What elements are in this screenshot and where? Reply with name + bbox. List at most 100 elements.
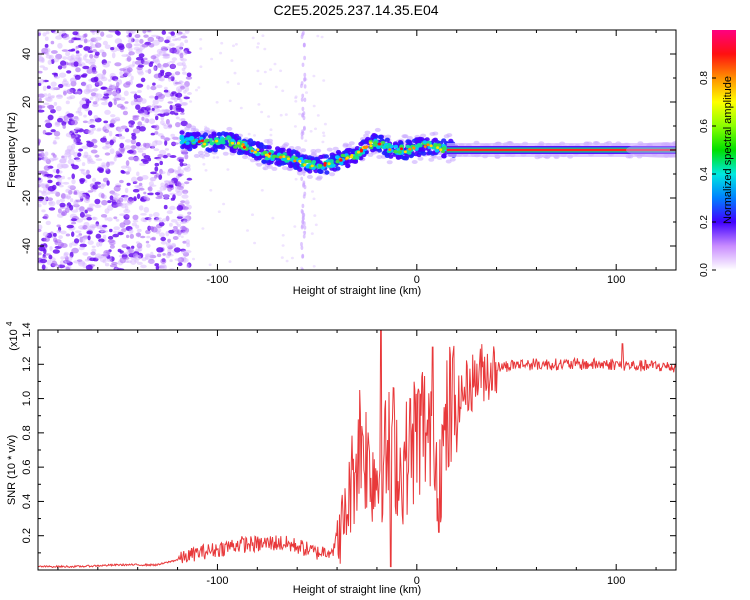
- ridge-peak: [388, 148, 392, 152]
- noise-blob: [60, 211, 66, 216]
- noise-blob: [84, 258, 90, 262]
- noise-blob: [126, 67, 133, 73]
- ridge-halo: [226, 126, 233, 131]
- noise-blob: [42, 85, 47, 92]
- noise-blob: [186, 72, 192, 78]
- ridge-halo: [348, 141, 355, 146]
- noise-blob: [43, 102, 50, 106]
- noise-blob: [107, 217, 113, 222]
- snr-ytick-label: 1.2: [21, 357, 33, 372]
- noise-blob: [57, 176, 63, 182]
- noise-blob: [101, 224, 108, 228]
- noise-blob: [50, 86, 57, 91]
- noise-blob: [162, 154, 168, 159]
- noise-blob: [160, 258, 167, 265]
- noise-blob: [55, 264, 60, 268]
- noise-blob: [101, 76, 108, 82]
- noise-blob: [56, 94, 63, 99]
- noise-blob: [138, 126, 146, 132]
- noise-blob: [82, 252, 89, 256]
- noise-blob: [71, 48, 76, 52]
- ridge-peak: [426, 143, 430, 147]
- noise-blob: [123, 219, 131, 226]
- noise-blob: [154, 131, 159, 135]
- noise-blob: [146, 243, 151, 248]
- ridge-core: [286, 148, 292, 153]
- ridge-peak: [399, 147, 404, 151]
- ridge-peak: [436, 146, 440, 150]
- noise-blob: [61, 80, 69, 86]
- noise-speckle: [271, 216, 275, 220]
- noise-blob: [152, 39, 160, 46]
- noise-blob: [181, 231, 189, 235]
- ridge-inner: [393, 149, 398, 154]
- noise-blob: [71, 164, 79, 170]
- noise-blob: [141, 175, 149, 180]
- noise-blob: [128, 156, 136, 161]
- noise-blob: [180, 112, 185, 115]
- noise-speckle: [281, 244, 285, 247]
- noise-blob: [153, 73, 161, 79]
- noise-blob: [140, 235, 146, 239]
- noise-blob: [181, 67, 186, 72]
- noise-speckle: [322, 134, 326, 137]
- ridge-core: [324, 170, 330, 175]
- noise-blob: [109, 139, 114, 146]
- noise-blob: [108, 101, 113, 108]
- ridge-inner: [339, 161, 344, 166]
- ridge-inner: [230, 138, 235, 143]
- ridge-core: [381, 150, 387, 156]
- noise-blob: [65, 51, 71, 57]
- noise-blob: [133, 156, 140, 162]
- noise-blob: [138, 205, 144, 211]
- band-flare: [626, 142, 676, 158]
- noise-speckle: [228, 260, 232, 263]
- ridge-core: [395, 155, 401, 160]
- noise-blob: [66, 113, 74, 118]
- noise-blob: [138, 187, 145, 191]
- noise-blob: [79, 211, 85, 218]
- noise-blob: [132, 188, 140, 193]
- noise-blob: [75, 45, 80, 49]
- ridge-halo: [401, 134, 408, 139]
- noise-speckle: [281, 89, 285, 93]
- noise-streak: [302, 115, 306, 121]
- noise-blob: [57, 42, 63, 49]
- noise-speckle: [209, 189, 213, 192]
- noise-speckle: [183, 162, 187, 166]
- noise-blob: [154, 192, 161, 196]
- snr-ytick-label: 0.2: [21, 528, 33, 543]
- noise-blob: [170, 31, 175, 36]
- noise-blob: [158, 174, 163, 180]
- noise-blob: [58, 159, 67, 164]
- noise-blob: [174, 71, 181, 76]
- ridge-peak: [439, 148, 443, 152]
- noise-blob: [103, 252, 108, 258]
- snr-panel: -100 0 100 0.2 0.4 0.6 0.8 1.0 1.2 1.4 Height of …: [5, 321, 677, 596]
- noise-blob: [85, 264, 93, 270]
- noise-blob: [53, 76, 61, 79]
- noise-streak: [303, 77, 306, 82]
- noise-blob: [125, 81, 131, 86]
- noise-blob: [101, 86, 106, 90]
- ridge-halo: [266, 164, 273, 169]
- noise-blob: [146, 84, 150, 90]
- noise-speckle: [257, 103, 261, 106]
- noise-blob: [160, 236, 166, 242]
- noise-streak: [303, 225, 307, 230]
- ridge-peak: [241, 143, 245, 146]
- noise-blob: [93, 115, 99, 120]
- noise-blob: [119, 222, 126, 228]
- noise-blob: [179, 161, 184, 167]
- noise-blob: [40, 170, 48, 175]
- ridge-core: [295, 152, 301, 158]
- ridge-halo: [329, 172, 336, 177]
- noise-blob: [65, 233, 71, 237]
- ridge-halo: [266, 138, 273, 143]
- noise-blob: [100, 183, 107, 187]
- ridge-halo: [436, 156, 443, 160]
- noise-blob: [140, 98, 147, 104]
- noise-blob: [139, 112, 146, 116]
- noise-blob: [134, 249, 142, 252]
- noise-blob: [64, 33, 69, 38]
